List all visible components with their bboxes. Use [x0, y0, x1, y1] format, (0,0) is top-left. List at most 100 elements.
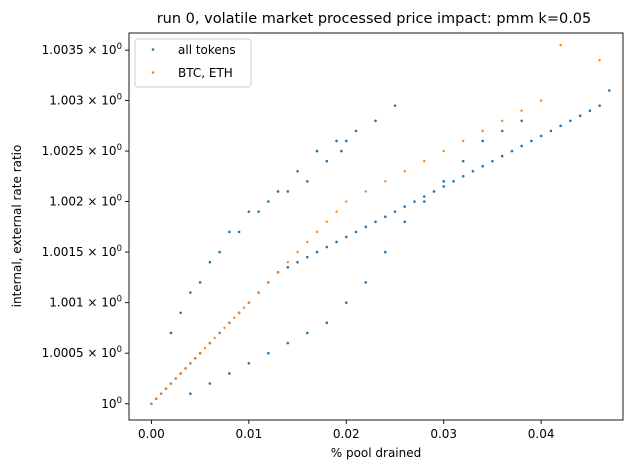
x-axis: 0.00 0.01 0.02 0.03 0.04 [138, 420, 555, 441]
data-point [203, 346, 207, 350]
y-tick-label: 1.0005 × 100 [42, 345, 122, 360]
data-point [608, 89, 611, 92]
data-point [520, 109, 523, 112]
data-point [364, 281, 368, 284]
data-point [413, 200, 416, 203]
data-point [403, 220, 407, 224]
data-point [423, 159, 426, 163]
data-point [233, 316, 236, 319]
data-point [403, 170, 406, 173]
data-point [208, 260, 212, 264]
data-point [422, 195, 426, 198]
data-point [208, 382, 212, 385]
data-point [325, 245, 329, 249]
data-point [179, 311, 182, 315]
data-point [340, 149, 343, 153]
data-point [461, 175, 465, 178]
data-point [228, 372, 231, 375]
data-point [393, 104, 397, 107]
data-point [325, 159, 329, 163]
data-point [393, 210, 397, 213]
y-tick-label: 1.003 × 100 [49, 93, 122, 108]
legend-label-btc-eth: BTC, ETH [178, 66, 233, 80]
data-point [276, 190, 280, 193]
legend-box [134, 38, 252, 88]
x-tick-label: 0.04 [528, 427, 555, 441]
data-point [218, 250, 221, 254]
data-point [344, 139, 348, 143]
data-point [471, 169, 475, 173]
y-tick-label: 1.0015 × 100 [42, 244, 122, 259]
data-point [247, 301, 251, 304]
data-point [384, 180, 387, 183]
data-point [247, 362, 251, 365]
data-point [432, 190, 436, 193]
data-point [189, 362, 192, 365]
data-point [267, 200, 270, 203]
data-point [335, 210, 338, 213]
data-point [306, 331, 309, 335]
data-point [315, 230, 319, 234]
data-point [442, 149, 445, 153]
data-point [559, 124, 562, 128]
data-point [184, 367, 187, 370]
data-point [286, 190, 290, 193]
data-point [539, 134, 543, 138]
data-point [194, 357, 197, 360]
data-point [164, 387, 168, 390]
data-point [510, 149, 514, 153]
data-point [296, 169, 299, 173]
data-point [296, 260, 299, 264]
data-point [403, 205, 407, 208]
data-point [588, 109, 592, 112]
data-point [520, 144, 523, 148]
data-point [218, 331, 221, 335]
data-point [481, 139, 484, 143]
data-point [315, 149, 319, 153]
data-point [344, 301, 348, 304]
data-point [500, 154, 504, 158]
data-point [306, 255, 309, 259]
data-point [189, 392, 192, 395]
x-tick-label: 0.00 [138, 427, 165, 441]
data-point [442, 185, 446, 188]
data-point [242, 306, 246, 309]
y-tick-label: 1.002 × 100 [49, 194, 122, 209]
data-point [276, 271, 280, 274]
data-point [198, 352, 202, 355]
data-point [462, 139, 465, 143]
legend: all tokens BTC, ETH [134, 38, 252, 88]
data-point [461, 159, 465, 163]
data-point [223, 326, 226, 330]
data-point [598, 104, 601, 107]
data-point [296, 250, 299, 254]
data-point [549, 129, 553, 133]
data-point [345, 200, 348, 203]
data-point [364, 225, 368, 229]
data-point [179, 372, 182, 375]
data-point [315, 250, 319, 254]
y-tick-label: 1.0025 × 100 [42, 143, 122, 158]
data-point [598, 59, 601, 62]
series-1 [150, 43, 601, 405]
data-point [257, 291, 260, 294]
data-point [286, 265, 290, 269]
data-point [237, 230, 241, 234]
data-point [530, 139, 533, 143]
data-point [213, 336, 216, 340]
points-layer [150, 43, 611, 406]
x-axis-label: % pool drained [331, 446, 422, 460]
data-point [422, 200, 426, 203]
chart-title: run 0, volatile market processed price i… [157, 11, 592, 27]
data-point [335, 139, 338, 143]
legend-marker-btc-eth [151, 71, 155, 74]
data-point [335, 240, 338, 244]
data-point [578, 114, 582, 118]
data-point [150, 402, 153, 405]
data-point [344, 235, 348, 239]
data-point [500, 129, 504, 133]
data-point [208, 341, 212, 345]
data-point [237, 311, 241, 314]
